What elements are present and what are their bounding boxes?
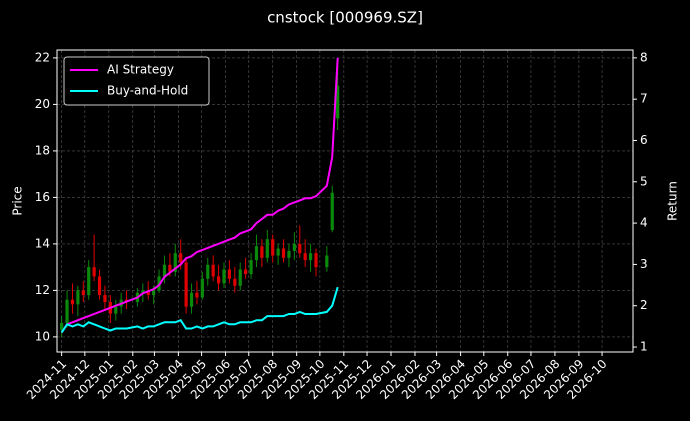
candle-body xyxy=(314,253,318,268)
candle-body xyxy=(146,290,150,296)
y2-tick-label: 3 xyxy=(640,257,648,271)
candle-body xyxy=(254,246,259,261)
candle-body xyxy=(87,267,91,296)
candle-body xyxy=(70,299,75,305)
y2-tick-label: 7 xyxy=(640,92,648,106)
candle-body xyxy=(189,292,194,307)
candle-body xyxy=(325,255,329,268)
y-tick-label: 18 xyxy=(35,143,50,157)
candle-body xyxy=(184,262,188,307)
series-line xyxy=(60,286,339,334)
candle-body xyxy=(211,264,215,277)
candle-body xyxy=(179,253,183,263)
y2-axis-label: Return xyxy=(666,181,680,221)
legend: AI Strategy Buy-and-Hold xyxy=(63,56,210,106)
candle-body xyxy=(206,264,210,279)
candle-body xyxy=(233,278,237,286)
candle-body xyxy=(260,246,264,258)
y-tick-label: 10 xyxy=(35,329,50,343)
candle-body xyxy=(287,250,291,258)
candle-body xyxy=(173,253,177,272)
candle-body xyxy=(249,260,253,275)
y2-tick-label: 4 xyxy=(640,216,648,230)
candle-body xyxy=(103,295,107,303)
candle-body xyxy=(200,278,204,298)
candle-body xyxy=(97,276,102,296)
y2-tick-label: 1 xyxy=(640,340,648,354)
y-tick-label: 22 xyxy=(35,50,50,64)
legend-box xyxy=(63,56,210,106)
candle-body xyxy=(76,290,80,305)
candle-body xyxy=(271,239,275,256)
candle-body xyxy=(281,248,286,258)
candle-body xyxy=(222,269,226,284)
candle-body xyxy=(152,290,156,296)
candle-body xyxy=(65,299,69,323)
candle-body xyxy=(114,306,118,314)
y-tick-label: 20 xyxy=(35,97,50,111)
y2-tick-label: 6 xyxy=(640,133,648,147)
candle-body xyxy=(92,267,96,277)
y-tick-label: 16 xyxy=(35,190,50,204)
candle-body xyxy=(168,264,172,272)
y-tick-label: 14 xyxy=(35,236,50,250)
candle-body xyxy=(276,248,280,256)
legend-label: Buy-and-Hold xyxy=(107,84,188,98)
y-tick-label: 12 xyxy=(35,283,50,297)
candle-body xyxy=(244,269,248,275)
candle-body xyxy=(298,243,302,254)
candle-body xyxy=(216,276,221,284)
y-axis-label: Price xyxy=(11,186,25,215)
candle-body xyxy=(81,290,85,296)
series-line xyxy=(60,57,339,334)
candle-body xyxy=(162,264,167,277)
candle-body xyxy=(60,322,64,330)
y2-tick-label: 2 xyxy=(640,298,648,312)
candle-body xyxy=(336,85,340,119)
candle-body xyxy=(227,269,232,279)
y2-tick-label: 8 xyxy=(640,50,648,64)
candle-body xyxy=(195,292,199,298)
candle-body xyxy=(141,290,145,293)
plot-frame xyxy=(56,49,634,353)
candle-body xyxy=(265,239,269,258)
candle-body xyxy=(308,253,313,261)
legend-label: AI Strategy xyxy=(107,63,174,77)
candle-body xyxy=(292,243,296,251)
chart-title: cnstock [000969.SZ] xyxy=(267,9,423,27)
y2-tick-label: 5 xyxy=(640,174,648,188)
candle-body xyxy=(303,253,307,261)
candle-body xyxy=(330,192,334,230)
candle-body xyxy=(238,269,242,286)
